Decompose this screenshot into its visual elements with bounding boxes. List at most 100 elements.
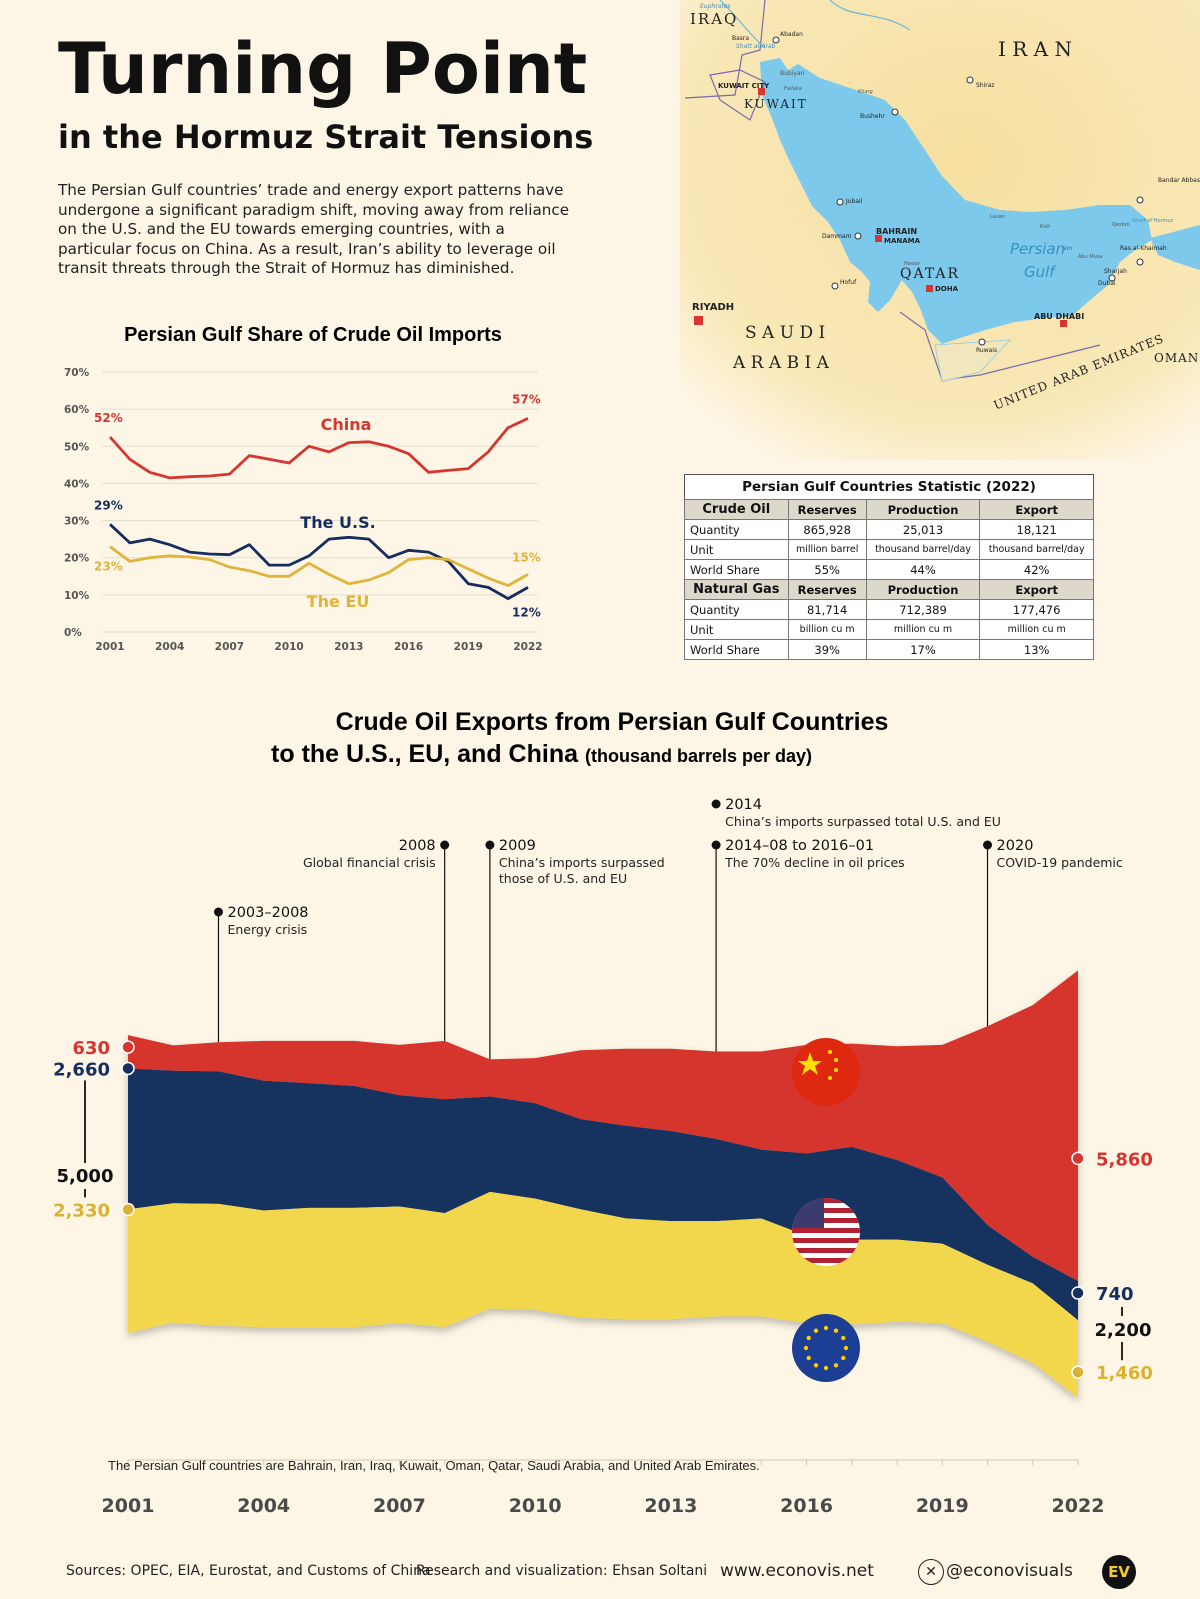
table-header-cell: Production bbox=[865, 499, 981, 520]
area-chart-note: The Persian Gulf countries are Bahrain, … bbox=[108, 1458, 760, 1473]
x-tick-label: 2019 bbox=[916, 1495, 969, 1517]
y-tick-label: 70% bbox=[64, 367, 90, 379]
annotation-year: 2003–2008 bbox=[227, 905, 308, 921]
table-cell: 55% bbox=[787, 559, 867, 580]
x-tick-label: 2013 bbox=[644, 1495, 697, 1517]
x-tick-label: 2022 bbox=[513, 641, 542, 653]
map-border-kuwait bbox=[709, 69, 766, 121]
eu-star bbox=[833, 1363, 839, 1368]
map-label-abadan: Abadan bbox=[780, 31, 803, 38]
annotation-dot bbox=[983, 840, 993, 850]
x-tick-label: 2022 bbox=[1052, 1495, 1105, 1517]
map-label-bandar-abbas: Bandar Abbas bbox=[1158, 177, 1200, 184]
area-chart-title-unit: (thousand barrels per day) bbox=[585, 746, 812, 766]
annotation-text: China’s imports surpassed total U.S. and… bbox=[725, 814, 1001, 829]
map-label-kuwait-city: KUWAIT CITY bbox=[718, 82, 770, 90]
annotation-year: 2014–08 to 2016–01 bbox=[725, 838, 874, 854]
line-chart-labels: China 52% 57% The U.S. 29% 12% The EU 23% 15% bbox=[94, 392, 541, 619]
table-cell: thousand barrel/day bbox=[979, 539, 1094, 560]
eu-star bbox=[813, 1363, 819, 1368]
series-name-us: The U.S. bbox=[300, 513, 375, 532]
annotation-text: The 70% decline in oil prices bbox=[724, 855, 905, 870]
y-tick-label: 0% bbox=[64, 627, 82, 639]
x-tick-label: 2016 bbox=[780, 1495, 833, 1517]
table-row: Quantity 865,928 25,013 18,121 bbox=[684, 519, 1094, 540]
table-cell: 712,389 bbox=[865, 599, 981, 620]
imports-share-line-chart: Persian Gulf Share of Crude Oil Imports … bbox=[64, 324, 543, 653]
eu-star bbox=[823, 1325, 829, 1331]
eu-star bbox=[823, 1365, 829, 1371]
map-markers bbox=[694, 36, 1144, 346]
start-label-us: 2,660 bbox=[53, 1059, 110, 1080]
table-header-cell: Production bbox=[865, 579, 981, 600]
page-title: Turning Point bbox=[58, 28, 588, 110]
map-label-kish: Kish bbox=[1040, 224, 1050, 230]
table-cell: 39% bbox=[787, 639, 867, 660]
map-label-sharjah: Sharjah bbox=[1104, 268, 1127, 275]
series-start-label-eu: 23% bbox=[94, 560, 123, 574]
table-header-cell: Reserves bbox=[787, 579, 867, 600]
map-label-bubiyan: Bubiyan bbox=[780, 70, 805, 77]
table-cell: Unit bbox=[684, 619, 789, 640]
map-label-bahrain: BAHRAIN bbox=[876, 227, 917, 236]
natural-gas-header-row: Natural Gas Reserves Production Export bbox=[684, 579, 1094, 600]
area-chart-title-line2: to the U.S., EU, and China bbox=[271, 740, 579, 768]
line-chart-y-axis: 0% 10% 20% 30% 40% 50% 60% 70% bbox=[64, 367, 90, 639]
table-row: World Share 39% 17% 13% bbox=[684, 639, 1094, 660]
map-label-kuwait: KUWAIT bbox=[744, 97, 808, 111]
end-label-us: 740 bbox=[1096, 1284, 1134, 1305]
area-chart-title-line1: Crude Oil Exports from Persian Gulf Coun… bbox=[336, 708, 889, 736]
x-tick-label: 2004 bbox=[237, 1495, 290, 1517]
table-cell: Quantity bbox=[684, 599, 789, 620]
end-total-bg bbox=[1092, 1316, 1154, 1342]
table-row: Unit billion cu m million cu m million cu m bbox=[684, 619, 1094, 640]
map-label-qatar: QATAR bbox=[900, 266, 960, 282]
map-label-abu-dhabi: ABU DHABI bbox=[1034, 312, 1084, 321]
eu-star bbox=[806, 1335, 811, 1341]
map-label-lavan: Lavan bbox=[990, 214, 1005, 220]
x-tick-label: 2016 bbox=[394, 641, 423, 653]
map-label-manama: MANAMA bbox=[884, 237, 921, 245]
start-label-china: 630 bbox=[72, 1038, 110, 1059]
y-tick-label: 30% bbox=[64, 516, 90, 528]
map-label-iraq: IRAQ bbox=[690, 10, 738, 28]
line-chart-grid bbox=[102, 371, 538, 633]
eu-star bbox=[841, 1335, 846, 1341]
annotation-year: 2009 bbox=[499, 838, 536, 854]
series-start-label-us: 29% bbox=[94, 498, 123, 512]
area-chart-side-labels: 630 5,860 2,660 740 2,330 1,460 5,000 2,200 bbox=[52, 1038, 1154, 1384]
annotation-dot bbox=[711, 840, 721, 850]
website-link[interactable]: www.econovis.net bbox=[720, 1561, 874, 1581]
table-cell: billion cu m bbox=[787, 619, 867, 640]
table-cell: 42% bbox=[979, 559, 1094, 580]
table-cell: 18,121 bbox=[979, 519, 1094, 540]
table-cell: million barrel bbox=[787, 539, 867, 560]
table-header-cell: Export bbox=[979, 499, 1094, 520]
annotation-text: those of U.S. and EU bbox=[499, 871, 627, 886]
table-cell: 17% bbox=[865, 639, 981, 660]
table-row: Quantity 81,714 712,389 177,476 bbox=[684, 599, 1094, 620]
annotation-text: China’s imports surpassed bbox=[499, 855, 665, 870]
table-cell: 177,476 bbox=[979, 599, 1094, 620]
y-tick-label: 60% bbox=[64, 404, 90, 416]
y-tick-label: 40% bbox=[64, 478, 90, 490]
start-marker-us bbox=[121, 1061, 135, 1076]
series-line-eu bbox=[109, 545, 529, 587]
map-water bbox=[760, 58, 1152, 344]
eu-star bbox=[803, 1345, 809, 1351]
statistics-table: Persian Gulf Countries Statistic (2022) … bbox=[684, 474, 1094, 660]
annotation-year: 2020 bbox=[997, 838, 1034, 854]
map-border-saudi bbox=[899, 311, 1101, 381]
line-chart-series bbox=[108, 417, 529, 600]
table-cell: thousand barrel/day bbox=[865, 539, 981, 560]
start-marker-china bbox=[121, 1040, 135, 1054]
footer: Sources: OPEC, EIA, Eurostat, and Custom… bbox=[0, 1555, 1200, 1591]
table-row: World Share 55% 44% 42% bbox=[684, 559, 1094, 580]
eu-flag-icon bbox=[792, 1314, 860, 1382]
series-end-label-eu: 15% bbox=[512, 550, 541, 564]
map-label-hofuf: Hofuf bbox=[840, 279, 857, 286]
crude-oil-header-row: Crude Oil Reserves Production Export bbox=[684, 499, 1094, 520]
end-label-eu: 1,460 bbox=[1096, 1363, 1153, 1384]
social-handle[interactable]: @econovisuals bbox=[946, 1561, 1073, 1581]
annotation-dot bbox=[213, 907, 223, 917]
